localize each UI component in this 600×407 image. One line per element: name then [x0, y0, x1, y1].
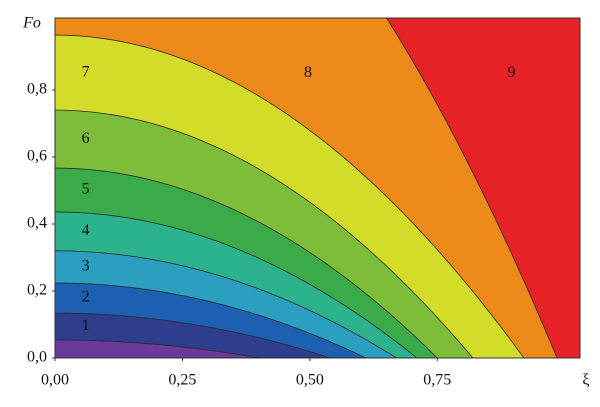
x-tick-label: 0,00: [41, 372, 69, 389]
contour-label: 6: [82, 130, 90, 147]
plot-frame: [54, 17, 581, 359]
contour-label: 4: [82, 222, 90, 239]
contour-label: 1: [82, 317, 90, 334]
y-axis-label: Fo: [22, 15, 41, 32]
contour-region: [55, 339, 259, 358]
y-tick-label: 0,6: [27, 148, 47, 165]
contour-label: 7: [82, 63, 90, 80]
y-tick-label: 0,8: [27, 81, 47, 98]
contour-label: 5: [82, 181, 90, 198]
contour-label: 9: [507, 64, 515, 81]
contour-label: 2: [82, 289, 90, 306]
y-tick-label: 0,4: [27, 215, 47, 232]
contour-label: 3: [82, 258, 90, 275]
y-tick-label: 0,2: [27, 282, 47, 299]
x-tick-label: 0,50: [296, 372, 324, 389]
x-tick-label: 0,25: [168, 372, 196, 389]
plot-area: [55, 18, 580, 358]
contour-label: 8: [304, 64, 312, 81]
x-axis-label: ξ: [582, 372, 589, 389]
y-tick-label: 0,0: [27, 349, 47, 366]
x-tick-label: 0,75: [423, 372, 451, 389]
